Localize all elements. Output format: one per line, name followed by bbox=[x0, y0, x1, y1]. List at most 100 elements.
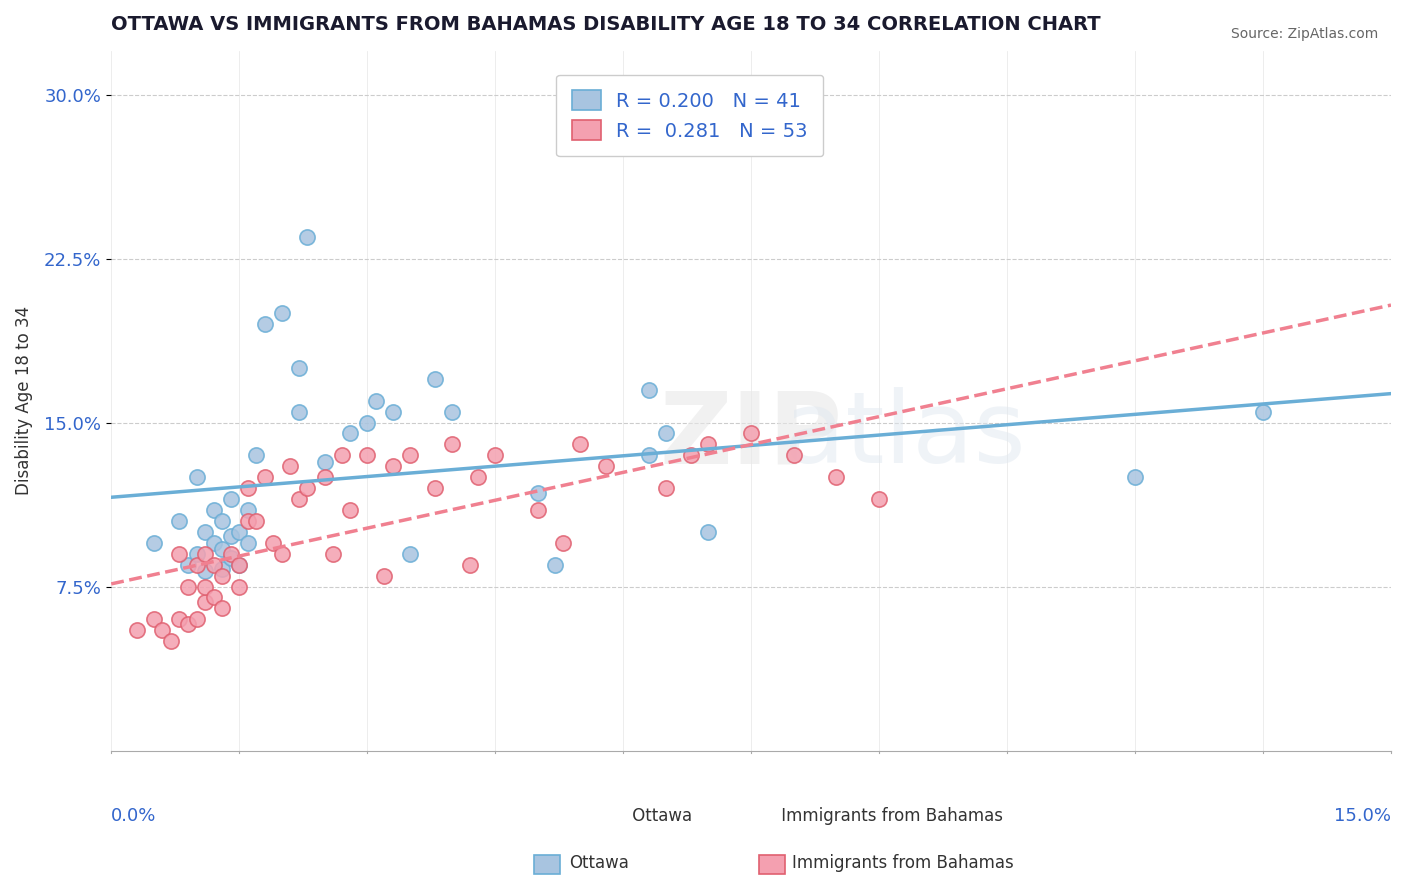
Point bbox=[262, 536, 284, 550]
Point bbox=[637, 383, 659, 397]
Point bbox=[211, 601, 233, 615]
Point bbox=[236, 514, 259, 528]
Point bbox=[825, 470, 848, 484]
Point bbox=[441, 437, 464, 451]
Point bbox=[280, 459, 302, 474]
Point bbox=[339, 503, 361, 517]
Point bbox=[202, 503, 225, 517]
Point bbox=[288, 404, 311, 418]
Text: Immigrants from Bahamas: Immigrants from Bahamas bbox=[792, 855, 1014, 872]
Point bbox=[194, 524, 217, 539]
Point bbox=[441, 404, 464, 418]
Point bbox=[202, 536, 225, 550]
Point bbox=[425, 372, 447, 386]
Point bbox=[202, 591, 225, 605]
Text: ZIP: ZIP bbox=[659, 387, 842, 484]
Point bbox=[236, 481, 259, 495]
Point bbox=[398, 448, 420, 462]
Text: 0.0%: 0.0% bbox=[111, 806, 156, 824]
Point bbox=[783, 448, 806, 462]
Point bbox=[373, 568, 395, 582]
Point bbox=[186, 547, 208, 561]
Point bbox=[637, 448, 659, 462]
Point bbox=[484, 448, 506, 462]
Point bbox=[288, 492, 311, 507]
Point bbox=[595, 459, 617, 474]
Point bbox=[364, 393, 387, 408]
Text: 15.0%: 15.0% bbox=[1334, 806, 1391, 824]
Point bbox=[211, 568, 233, 582]
Point bbox=[236, 536, 259, 550]
Point bbox=[527, 503, 550, 517]
Y-axis label: Disability Age 18 to 34: Disability Age 18 to 34 bbox=[15, 306, 32, 495]
Point bbox=[245, 448, 267, 462]
Point bbox=[211, 562, 233, 576]
Point bbox=[186, 470, 208, 484]
Point bbox=[194, 564, 217, 578]
Point bbox=[169, 612, 191, 626]
Point bbox=[681, 448, 703, 462]
Point bbox=[169, 514, 191, 528]
Point bbox=[186, 612, 208, 626]
Point bbox=[297, 229, 319, 244]
Point bbox=[868, 492, 890, 507]
Text: Immigrants from Bahamas: Immigrants from Bahamas bbox=[755, 806, 1002, 824]
Point bbox=[194, 547, 217, 561]
Point bbox=[697, 524, 720, 539]
Point bbox=[169, 547, 191, 561]
Point bbox=[219, 492, 242, 507]
Point bbox=[211, 514, 233, 528]
Point bbox=[177, 616, 200, 631]
Text: Ottawa: Ottawa bbox=[606, 806, 692, 824]
Point bbox=[425, 481, 447, 495]
Point bbox=[219, 551, 242, 566]
Point bbox=[211, 542, 233, 557]
Point bbox=[186, 558, 208, 572]
Point bbox=[467, 470, 489, 484]
Point bbox=[1251, 404, 1274, 418]
Text: OTTAWA VS IMMIGRANTS FROM BAHAMAS DISABILITY AGE 18 TO 34 CORRELATION CHART: OTTAWA VS IMMIGRANTS FROM BAHAMAS DISABI… bbox=[111, 15, 1101, 34]
Point bbox=[177, 558, 200, 572]
Point bbox=[655, 426, 678, 441]
Point bbox=[314, 470, 336, 484]
Point bbox=[245, 514, 267, 528]
Point bbox=[253, 317, 276, 331]
Text: atlas: atlas bbox=[785, 387, 1025, 484]
Point bbox=[553, 536, 575, 550]
Point bbox=[194, 580, 217, 594]
Point bbox=[270, 306, 292, 320]
Point bbox=[270, 547, 292, 561]
Point bbox=[339, 426, 361, 441]
Point bbox=[314, 455, 336, 469]
Point bbox=[655, 481, 678, 495]
Point bbox=[322, 547, 344, 561]
Point bbox=[202, 558, 225, 572]
Legend: R = 0.200   N = 41, R =  0.281   N = 53: R = 0.200 N = 41, R = 0.281 N = 53 bbox=[555, 75, 824, 156]
Point bbox=[228, 558, 250, 572]
Point bbox=[160, 634, 183, 648]
Text: Source: ZipAtlas.com: Source: ZipAtlas.com bbox=[1230, 27, 1378, 41]
Point bbox=[125, 624, 148, 638]
Point bbox=[527, 485, 550, 500]
Point bbox=[228, 524, 250, 539]
Text: Ottawa: Ottawa bbox=[569, 855, 630, 872]
Point bbox=[219, 529, 242, 543]
Point bbox=[288, 360, 311, 375]
Point bbox=[381, 459, 404, 474]
Point bbox=[356, 448, 378, 462]
Point bbox=[228, 558, 250, 572]
Point bbox=[458, 558, 481, 572]
Point bbox=[236, 503, 259, 517]
Point bbox=[177, 580, 200, 594]
Point bbox=[330, 448, 353, 462]
Point bbox=[381, 404, 404, 418]
Point bbox=[697, 437, 720, 451]
Point bbox=[219, 547, 242, 561]
Point bbox=[544, 558, 567, 572]
Point bbox=[1123, 470, 1146, 484]
Point bbox=[253, 470, 276, 484]
Point bbox=[297, 481, 319, 495]
Point bbox=[740, 426, 762, 441]
Point bbox=[356, 416, 378, 430]
Point bbox=[228, 580, 250, 594]
